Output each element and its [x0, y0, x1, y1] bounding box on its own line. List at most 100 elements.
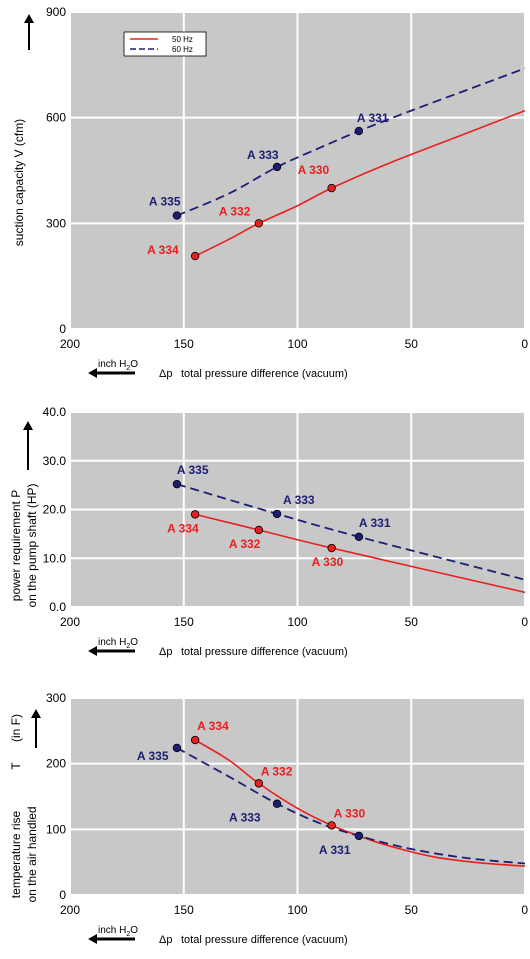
x-axis-label: total pressure difference (vacuum): [181, 646, 348, 658]
y-tick-label: 10.0: [43, 551, 67, 565]
y-tick-label: 600: [46, 111, 66, 125]
y-axis-label: suction capacity V (cfm): [12, 119, 26, 246]
data-point-label: A 334: [147, 243, 179, 257]
x-tick-label: 200: [60, 903, 80, 917]
y-arrow-head: [24, 14, 34, 23]
y-tick-label: 300: [46, 691, 66, 705]
y-arrow-head: [31, 709, 41, 718]
x-tick-label: 200: [60, 615, 80, 629]
y-tick-label: 0: [59, 322, 66, 336]
x-delta-symbol: Δp: [159, 934, 172, 946]
data-point-label: A 333: [229, 811, 261, 825]
data-point: [327, 543, 336, 553]
x-tick-label: 100: [287, 903, 307, 917]
x-delta-symbol: Δp: [159, 646, 172, 658]
data-point: [272, 162, 282, 172]
data-point-label: A 330: [334, 806, 366, 820]
y-axis-label-line2: on the air handled: [25, 806, 39, 902]
data-point: [172, 479, 182, 489]
data-point-label: A 331: [359, 516, 391, 530]
data-point-label: A 332: [261, 764, 293, 778]
series-50hz-line: [194, 739, 526, 867]
data-point: [172, 743, 182, 753]
chart-1: 200 150 100 50 0 0 300 600 900 inch H2O Δp total pr…: [12, 5, 528, 380]
x-unit-label: inch H2O: [98, 637, 138, 650]
x-tick-label: 100: [287, 337, 307, 351]
data-point-label: A 335: [177, 463, 209, 477]
data-point: [327, 821, 336, 830]
data-point-label: A 335: [149, 195, 181, 209]
y-tick-label: 100: [46, 822, 66, 836]
data-point-label: A 330: [312, 555, 344, 569]
data-point-label: A 332: [219, 204, 251, 218]
x-unit-label: inch H2O: [98, 925, 138, 938]
x-arrow-head: [88, 934, 97, 944]
data-point: [254, 779, 264, 788]
data-point: [190, 251, 200, 261]
data-point-label: A 333: [247, 148, 279, 162]
y-tick-label: 0: [59, 888, 66, 902]
x-tick-label: 50: [405, 615, 419, 629]
legend-label: 60 Hz: [172, 45, 193, 54]
x-tick-label: 0: [521, 903, 528, 917]
x-tick-label: 50: [405, 903, 419, 917]
data-point: [354, 831, 364, 841]
y-tick-label: 30.0: [43, 454, 67, 468]
x-tick-label: 150: [174, 615, 194, 629]
data-point-label: A 333: [283, 493, 315, 507]
x-tick-label: 150: [174, 903, 194, 917]
x-arrow-head: [88, 368, 97, 378]
data-point: [354, 126, 364, 136]
x-tick-label: 0: [521, 615, 528, 629]
data-point: [254, 219, 264, 228]
x-unit-label: inch H2O: [98, 359, 138, 372]
data-point: [272, 799, 282, 808]
data-point: [172, 211, 182, 220]
x-tick-label: 200: [60, 337, 80, 351]
y-unit-label: (in F): [9, 714, 23, 742]
data-point-label: A 334: [167, 521, 199, 535]
series-50hz-line: [194, 109, 526, 257]
y-tick-label: 900: [46, 5, 66, 19]
chart-3: 200 150 100 50 0 0 100 200 300 inch H2O Δp total pr…: [9, 691, 528, 946]
data-point: [190, 510, 200, 519]
x-axis-label: total pressure difference (vacuum): [181, 934, 348, 946]
x-tick-label: 150: [174, 337, 194, 351]
legend-box: [123, 31, 207, 57]
series-60hz-line: [176, 483, 526, 581]
y-tick-label: 200: [46, 757, 66, 771]
x-tick-label: 0: [521, 337, 528, 351]
data-point-label: A 332: [229, 537, 261, 551]
data-point: [254, 525, 264, 535]
data-point: [354, 532, 364, 541]
y-tick-label: 0.0: [49, 600, 66, 614]
y-axis-label-line2: on the pump shaft (HP): [25, 483, 39, 607]
series-60hz-line: [176, 67, 526, 217]
x-axis-label: total pressure difference (vacuum): [181, 368, 348, 380]
data-point: [190, 735, 200, 745]
x-delta-symbol: Δp: [159, 368, 172, 380]
y-tick-label: 20.0: [43, 503, 67, 517]
x-tick-label: 50: [405, 337, 419, 351]
y-tick-label: 40.0: [43, 405, 67, 419]
data-point: [272, 509, 282, 519]
y-symbol-label: T: [9, 762, 23, 770]
data-point-label: A 335: [137, 749, 169, 763]
y-arrow-head: [23, 421, 33, 430]
x-arrow-head: [88, 646, 97, 656]
data-point-label: A 334: [197, 719, 229, 733]
data-point-label: A 331: [319, 843, 351, 857]
x-tick-label: 100: [287, 615, 307, 629]
legend-label: 50 Hz: [172, 35, 193, 44]
y-axis-label-line1: temperature rise: [9, 810, 23, 898]
chart-2: 200 150 100 50 0 0.0 10.0 20.0 30.0 40.0 inch H2O Δ…: [9, 405, 528, 658]
data-point-label: A 331: [357, 111, 389, 125]
series-60hz-line: [176, 747, 526, 865]
series-50hz-line: [194, 513, 526, 594]
data-point-label: A 330: [298, 163, 330, 177]
y-axis-label-line1: power requirement P: [9, 490, 23, 601]
data-point: [327, 183, 336, 193]
y-tick-label: 300: [46, 216, 66, 230]
